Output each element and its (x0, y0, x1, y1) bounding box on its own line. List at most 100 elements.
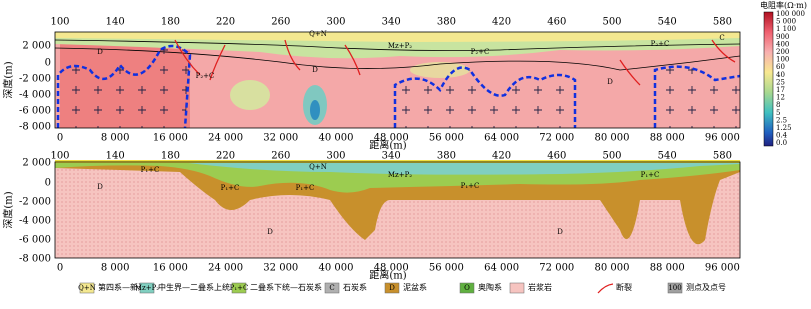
x-axis-label: 距离(m) (369, 269, 406, 282)
colorbar-label: 2.5 (776, 116, 787, 124)
y-tick-label: -2 000 (19, 196, 51, 207)
x-tick-label: 64 000 (484, 263, 519, 274)
x-tick-label: 32 000 (263, 133, 298, 144)
resistivity-section (54, 31, 741, 129)
x-tick-label: 48 000 (374, 263, 409, 274)
station-label: 380 (437, 151, 456, 162)
x-tick-label: 72 000 (539, 263, 574, 274)
station-label: 340 (382, 151, 401, 162)
unit-label: P₁+C (141, 166, 160, 174)
legend-text: 石炭系 (343, 282, 367, 292)
x-tick-label: 0 (57, 133, 63, 144)
colorbar-label: 60 (776, 63, 785, 71)
colorbar-label: 5 (776, 109, 780, 117)
station-label: 260 (271, 151, 290, 162)
x-tick-label: 16 000 (153, 263, 188, 274)
x-tick-label: 64 000 (484, 133, 519, 144)
station-label: 420 (492, 151, 511, 162)
colorbar-label: 100 (776, 56, 789, 64)
unit-label: Mz+P₂ (388, 42, 412, 50)
legend-swatch (509, 282, 525, 294)
station-label: 300 (326, 151, 345, 162)
station-label: 220 (216, 17, 235, 28)
station-label: 500 (602, 151, 621, 162)
station-label: 140 (106, 17, 125, 28)
legend-code: 100 (668, 284, 681, 292)
unit-label: D (607, 78, 613, 86)
legend-swatch (79, 282, 95, 294)
station-label: 420 (492, 17, 511, 28)
station-label: 580 (713, 151, 732, 162)
station-label: 340 (382, 17, 401, 28)
colorbar-label: 100 000 (776, 10, 805, 18)
legend-code: O (464, 284, 470, 292)
legend-text: 奥陶系 (478, 282, 502, 292)
colorbar-label: 400 (776, 40, 789, 48)
colorbar (763, 11, 774, 147)
unit-label: P₂+C (651, 40, 670, 48)
colorbar-label: 25 (776, 78, 785, 86)
unit-label: D (557, 228, 563, 236)
station-label: 540 (658, 17, 677, 28)
y-tick-label: -8 000 (19, 253, 51, 264)
x-tick-label: 24 000 (208, 133, 243, 144)
x-tick-label: 8 000 (101, 263, 130, 274)
y-tick-label: -8 000 (19, 121, 51, 132)
x-tick-label: 88 000 (650, 133, 685, 144)
x-tick-label: 32 000 (263, 263, 298, 274)
x-tick-label: 0 (57, 263, 63, 274)
x-tick-label: 88 000 (650, 263, 685, 274)
station-label: 460 (547, 17, 566, 28)
y-tick-label: 0 (45, 177, 51, 188)
legend-code: Mz+P₂ (135, 284, 159, 292)
x-tick-label: 40 000 (319, 263, 354, 274)
unit-label: Q+N (309, 163, 327, 171)
unit-label: P₂+C (471, 48, 490, 56)
unit-label: P₁+C (641, 171, 660, 179)
station-label: 540 (658, 151, 677, 162)
y-tick-label: -4 000 (19, 89, 51, 100)
station-label: 300 (326, 17, 345, 28)
x-tick-label: 48 000 (374, 133, 409, 144)
colorbar-label: 0.0 (776, 139, 787, 147)
legend-text: 断裂 (616, 282, 632, 292)
colorbar-title: 电阻率(Ω·m) (760, 0, 807, 10)
colorbar-label: 17 (776, 86, 785, 94)
unit-label: P₁+C (221, 184, 240, 192)
legend-swatch (324, 282, 340, 294)
y-axis-label: 深度(m) (2, 61, 15, 98)
unit-label: P₂+C (196, 72, 215, 80)
legend-code: C (329, 284, 334, 292)
x-tick-label: 56 000 (429, 263, 464, 274)
y-tick-label: 2 000 (22, 41, 51, 52)
colorbar-label: 1.25 (776, 124, 792, 132)
y-tick-label: -4 000 (19, 215, 51, 226)
legend-swatch (384, 282, 400, 294)
unit-label: D (267, 228, 273, 236)
legend-code: P₁+C (230, 284, 249, 292)
unit-label: D (312, 66, 318, 74)
legend-text: 第四系—新近系 (98, 282, 154, 292)
unit-label: D (97, 183, 103, 191)
unit-label: Q+N (309, 30, 327, 38)
station-label: 500 (602, 17, 621, 28)
legend-text: 岩浆岩 (528, 282, 552, 292)
colorbar-label: 0.4 (776, 132, 788, 140)
legend-swatch (459, 282, 475, 294)
station-label: 100 (50, 151, 69, 162)
station-label: 380 (437, 17, 456, 28)
legend-code: Q+N (78, 284, 96, 292)
unit-label: P₁+C (461, 182, 480, 190)
x-tick-label: 24 000 (208, 263, 243, 274)
x-tick-label: 72 000 (539, 133, 574, 144)
station-label: 260 (271, 17, 290, 28)
legend-text: 泥盆系 (403, 282, 427, 292)
unit-label: D (97, 48, 103, 56)
x-tick-label: 96 000 (705, 263, 740, 274)
legend-swatch (139, 282, 155, 294)
legend-text: 二叠系下统—石炭系 (250, 282, 322, 292)
colorbar-label: 12 (776, 94, 785, 102)
x-tick-label: 96 000 (705, 133, 740, 144)
x-axis-label: 距离(m) (369, 139, 406, 152)
